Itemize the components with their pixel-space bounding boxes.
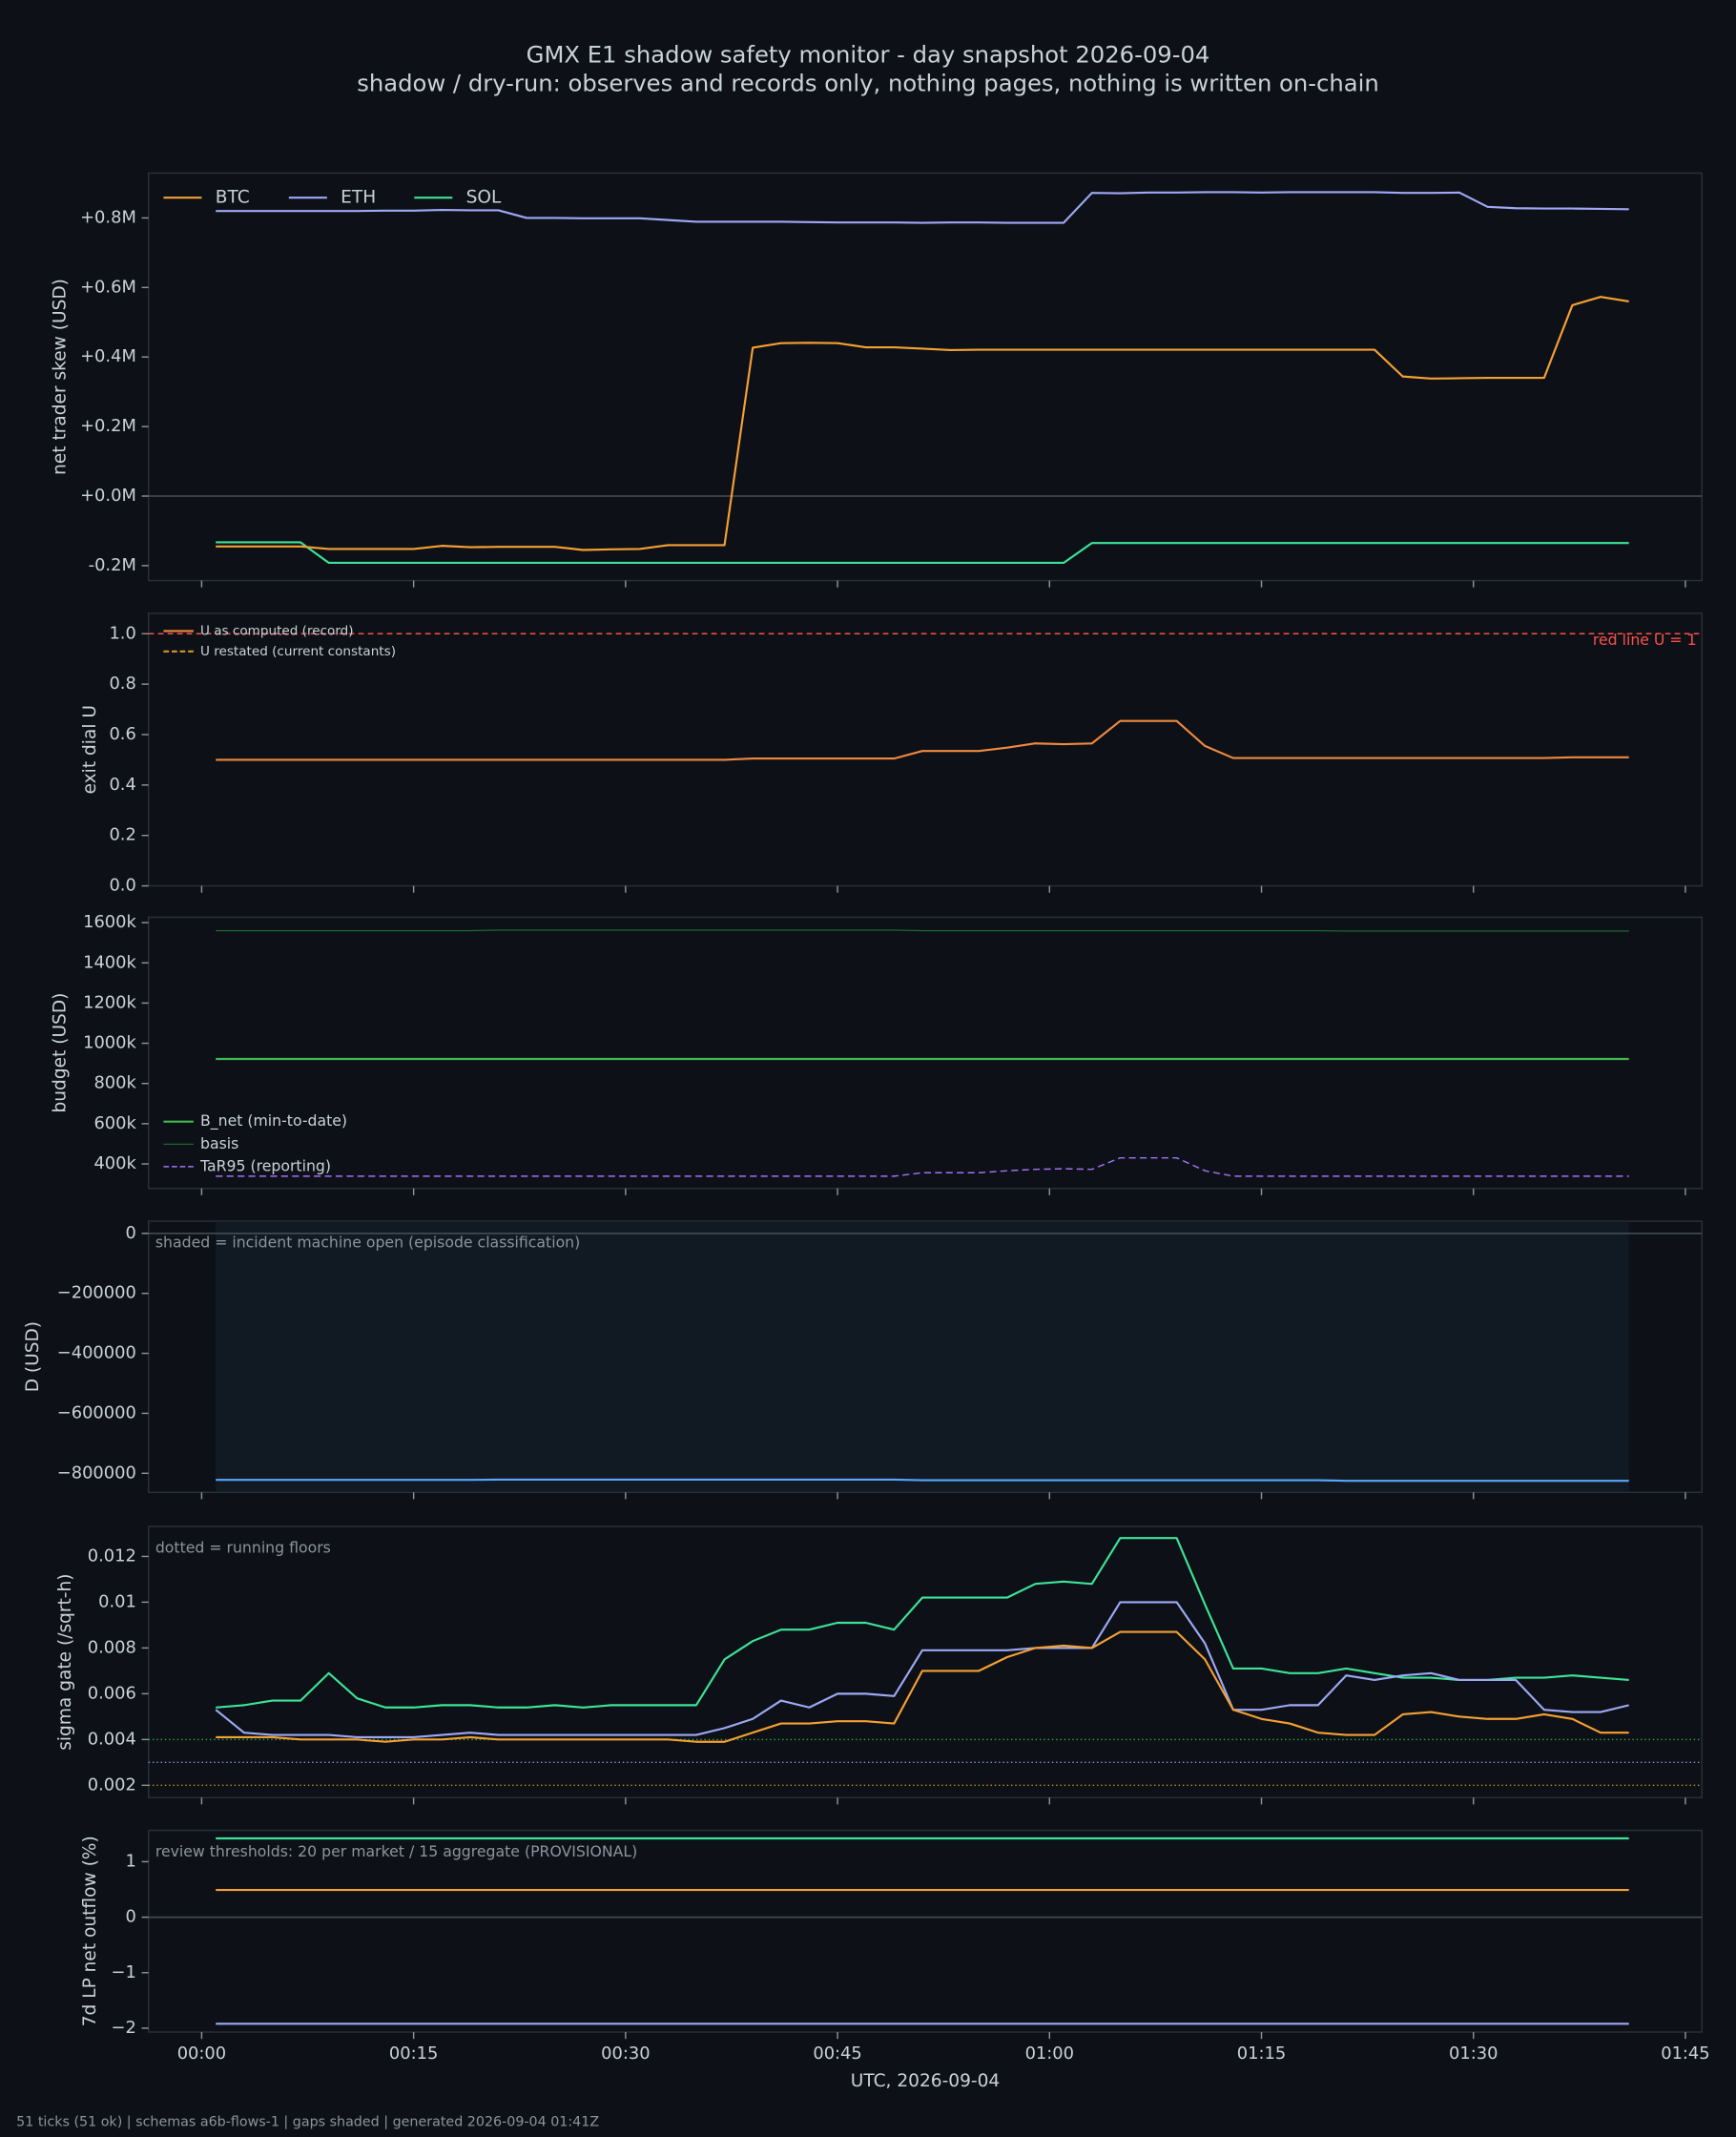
plot-frame — [148, 916, 1703, 1190]
series-line — [216, 929, 1629, 932]
threshold-label: red line U = 1 — [1593, 631, 1697, 649]
annotation: shaded = incident machine open (episode … — [155, 1233, 580, 1251]
x-tick-label: 01:15 — [1237, 2044, 1286, 2064]
y-tick-label: −600000 — [57, 1402, 136, 1422]
y-tick-label: +0.2M — [80, 416, 136, 436]
y-tick-label: 0.008 — [88, 1637, 136, 1657]
annotation: dotted = running floors — [155, 1538, 331, 1556]
y-tick-label: 0.6 — [109, 724, 135, 744]
y-tick-label: 600k — [93, 1113, 136, 1133]
legend-label: U restated (current constants) — [200, 644, 396, 659]
y-tick-label: +0.6M — [80, 277, 136, 297]
series-line — [216, 719, 1629, 761]
series-line — [216, 1156, 1629, 1177]
y-tick-label: 1 — [125, 1851, 135, 1871]
y-tick-label: 0.006 — [88, 1683, 136, 1703]
y-tick-label: 1200k — [83, 992, 136, 1012]
series-line — [215, 1601, 1629, 1739]
y-tick-label: 1400k — [83, 952, 136, 972]
y-tick-label: 0.01 — [98, 1591, 136, 1611]
plot-frame — [148, 172, 1703, 582]
y-tick-label: −1 — [112, 1962, 136, 1982]
chart-title: GMX E1 shadow safety monitor - day snaps… — [527, 41, 1210, 69]
y-tick-label: 0.012 — [88, 1546, 136, 1566]
x-tick-label: 01:30 — [1449, 2044, 1498, 2064]
legend-label: ETH — [341, 188, 376, 208]
y-tick-label: 0.004 — [88, 1729, 136, 1749]
y-axis-label: exit dial U — [80, 705, 100, 794]
y-axis-label: 7d LP net outflow (%) — [80, 1836, 100, 2026]
y-tick-label: 0 — [125, 1223, 135, 1243]
y-tick-label: 0.8 — [109, 674, 135, 694]
legend-label: basis — [200, 1134, 238, 1152]
y-tick-label: 1600k — [83, 912, 136, 932]
x-tick-label: 00:30 — [601, 2044, 650, 2064]
legend-label: BTC — [216, 188, 250, 208]
x-tick-label: 01:45 — [1661, 2044, 1709, 2064]
y-tick-label: +0.4M — [80, 346, 136, 366]
plot-frame — [148, 612, 1703, 887]
y-tick-label: 0.2 — [109, 825, 135, 845]
series-line — [216, 296, 1629, 551]
y-tick-label: +0.8M — [80, 207, 136, 227]
y-tick-label: +0.0M — [80, 486, 136, 506]
legend-label: SOL — [466, 188, 502, 208]
legend-label: U as computed (record) — [200, 623, 354, 638]
plot-frame — [148, 1829, 1703, 2033]
series-line — [216, 541, 1629, 565]
series-line — [216, 1478, 1629, 1483]
y-tick-label: 800k — [93, 1073, 136, 1093]
y-tick-label: 0.002 — [88, 1774, 136, 1795]
plot-frame — [148, 1525, 1703, 1798]
y-tick-label: 1.0 — [109, 623, 135, 643]
x-tick-label: 00:45 — [813, 2044, 861, 2064]
y-tick-label: 0 — [125, 1907, 135, 1927]
y-axis-label: D (USD) — [23, 1321, 43, 1392]
y-tick-label: 1000k — [83, 1033, 136, 1053]
legend-label: TaR95 (reporting) — [199, 1156, 331, 1174]
shaded-region — [216, 1221, 1629, 1492]
y-tick-label: −800000 — [57, 1463, 136, 1483]
series-line — [216, 1630, 1629, 1743]
series-line — [216, 191, 1629, 224]
x-tick-label: 00:00 — [177, 2044, 226, 2064]
y-axis-label: sigma gate (/sqrt-h) — [55, 1573, 75, 1750]
x-axis-label: UTC, 2026-09-04 — [851, 2071, 1000, 2091]
legend-label: B_net (min-to-date) — [200, 1111, 347, 1131]
y-tick-label: -0.2M — [89, 555, 136, 575]
x-tick-label: 01:00 — [1025, 2044, 1074, 2064]
y-tick-label: −200000 — [57, 1283, 136, 1303]
y-tick-label: −2 — [112, 2018, 136, 2038]
footer: 51 ticks (51 ok) | schemas a6b-flows-1 |… — [16, 2114, 599, 2129]
y-tick-label: 400k — [93, 1153, 136, 1173]
y-tick-label: 0.0 — [109, 876, 135, 896]
y-tick-label: 0.4 — [109, 775, 135, 795]
y-axis-label: budget (USD) — [50, 993, 70, 1113]
chart-subtitle: shadow / dry-run: observes and records o… — [357, 70, 1379, 97]
y-axis-label: net trader skew (USD) — [50, 279, 70, 475]
y-tick-label: −400000 — [57, 1343, 136, 1363]
annotation: review thresholds: 20 per market / 15 ag… — [155, 1842, 637, 1860]
x-tick-label: 00:15 — [389, 2044, 438, 2064]
